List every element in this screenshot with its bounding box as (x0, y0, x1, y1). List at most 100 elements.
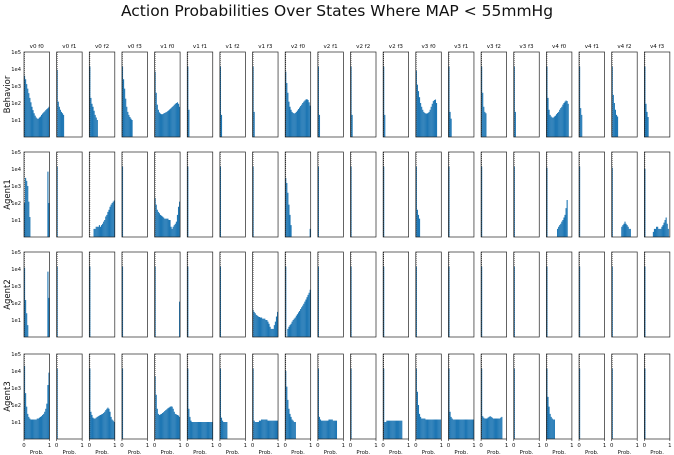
histogram-bar (293, 318, 295, 337)
histogram-bar (453, 419, 455, 439)
histogram-bar (45, 408, 47, 439)
histogram-bar (323, 420, 325, 439)
histogram-bar (416, 209, 418, 237)
histogram-bar (398, 420, 400, 439)
panel-frame (186, 151, 214, 238)
histogram-bar (494, 418, 497, 439)
histogram-bar (401, 420, 403, 439)
histogram-bar (550, 116, 552, 137)
histogram-bar (296, 314, 298, 337)
panel-frame (252, 251, 279, 338)
histogram-bar (485, 418, 487, 439)
y-tick-label: 1e3 (11, 184, 21, 190)
x-tick-label: 0 (610, 443, 614, 449)
histogram-bar (481, 368, 483, 439)
histogram-bar (197, 422, 199, 439)
histogram-bar (187, 166, 189, 237)
x-tick-label: 0 (22, 443, 26, 449)
histogram-bar (188, 109, 190, 137)
x-tick-label: 1 (211, 443, 214, 449)
histogram-bar (179, 201, 181, 237)
panel-frame (546, 51, 573, 138)
histogram-bar (267, 321, 269, 337)
panel-frame (350, 151, 377, 238)
histogram-bar (562, 104, 564, 137)
histogram-bar (259, 317, 262, 337)
histogram-bar (424, 418, 426, 439)
x-tick-label: 0 (643, 443, 647, 449)
histogram-bar (95, 226, 97, 237)
histogram-bar (662, 225, 664, 237)
histogram-bar (172, 106, 174, 137)
panel-frame (643, 151, 671, 238)
histogram-bar (497, 418, 499, 439)
histogram-bar (94, 418, 96, 439)
histogram-bar (164, 112, 166, 137)
histogram-bar (125, 98, 127, 137)
histogram-bar (106, 214, 108, 237)
histogram-bar (332, 420, 334, 439)
histogram-bar (200, 422, 202, 439)
histogram-bar (255, 422, 257, 439)
histogram-bar (57, 101, 59, 137)
histogram-bar (42, 113, 44, 137)
histogram-bar (110, 416, 112, 439)
histogram-bar (157, 413, 159, 439)
histogram-bar (565, 100, 567, 137)
col-label: v0 f0 (30, 44, 45, 50)
histogram-bar (103, 412, 105, 439)
y-tick-label: 1e2 (11, 403, 21, 409)
panel-frame (121, 51, 148, 138)
histogram-bar (263, 419, 265, 439)
histogram-bar (156, 104, 158, 137)
histogram-bar (559, 225, 561, 237)
panel-frame (23, 151, 50, 238)
histogram-bar (177, 415, 180, 439)
col-label: v1 f3 (258, 44, 273, 50)
histogram-bar (431, 103, 433, 137)
x-tick-label: 1 (505, 443, 508, 449)
histogram-bar (297, 109, 300, 137)
histogram-bar (121, 266, 124, 337)
histogram-bar (425, 113, 427, 137)
histogram-bar (579, 66, 581, 137)
histogram-bar (430, 106, 432, 137)
panel-frame (252, 151, 279, 238)
x-tick-label: 0 (577, 443, 581, 449)
histogram-bar (271, 420, 273, 439)
histogram-bar (580, 108, 582, 137)
histogram-bar (627, 226, 629, 237)
histogram-bar (448, 266, 450, 337)
histogram-bar (274, 420, 276, 439)
histogram-bar (290, 109, 292, 137)
histogram-bar (617, 116, 619, 137)
panel-frame (186, 251, 214, 338)
histogram-bar (327, 420, 329, 439)
histogram-bar (44, 411, 46, 439)
histogram-bar (33, 419, 35, 439)
col-label: v1 f1 (193, 44, 208, 50)
col-label: v3 f0 (421, 44, 436, 50)
histogram-bar (270, 420, 272, 439)
histogram-bar (47, 385, 49, 439)
histogram-bar (163, 412, 165, 439)
histogram-bar (449, 411, 451, 439)
histogram-bar (297, 312, 300, 337)
histogram-bar (400, 420, 402, 439)
panel-frame (382, 251, 409, 338)
histogram-bar (100, 414, 103, 439)
histogram-bar (322, 420, 324, 439)
histogram-bar (564, 101, 566, 137)
histogram-bar (308, 292, 310, 337)
histogram-bar (194, 422, 196, 439)
histogram-bar (220, 114, 223, 137)
panel-frame (121, 151, 148, 238)
histogram-bar (160, 413, 163, 439)
histogram-bar (500, 417, 502, 439)
histogram-bar (27, 413, 29, 439)
histogram-bar (164, 411, 166, 439)
histogram-bar (417, 91, 420, 137)
histogram-bar (418, 413, 421, 439)
panel-frame (23, 353, 50, 440)
histogram-bar (176, 414, 179, 439)
